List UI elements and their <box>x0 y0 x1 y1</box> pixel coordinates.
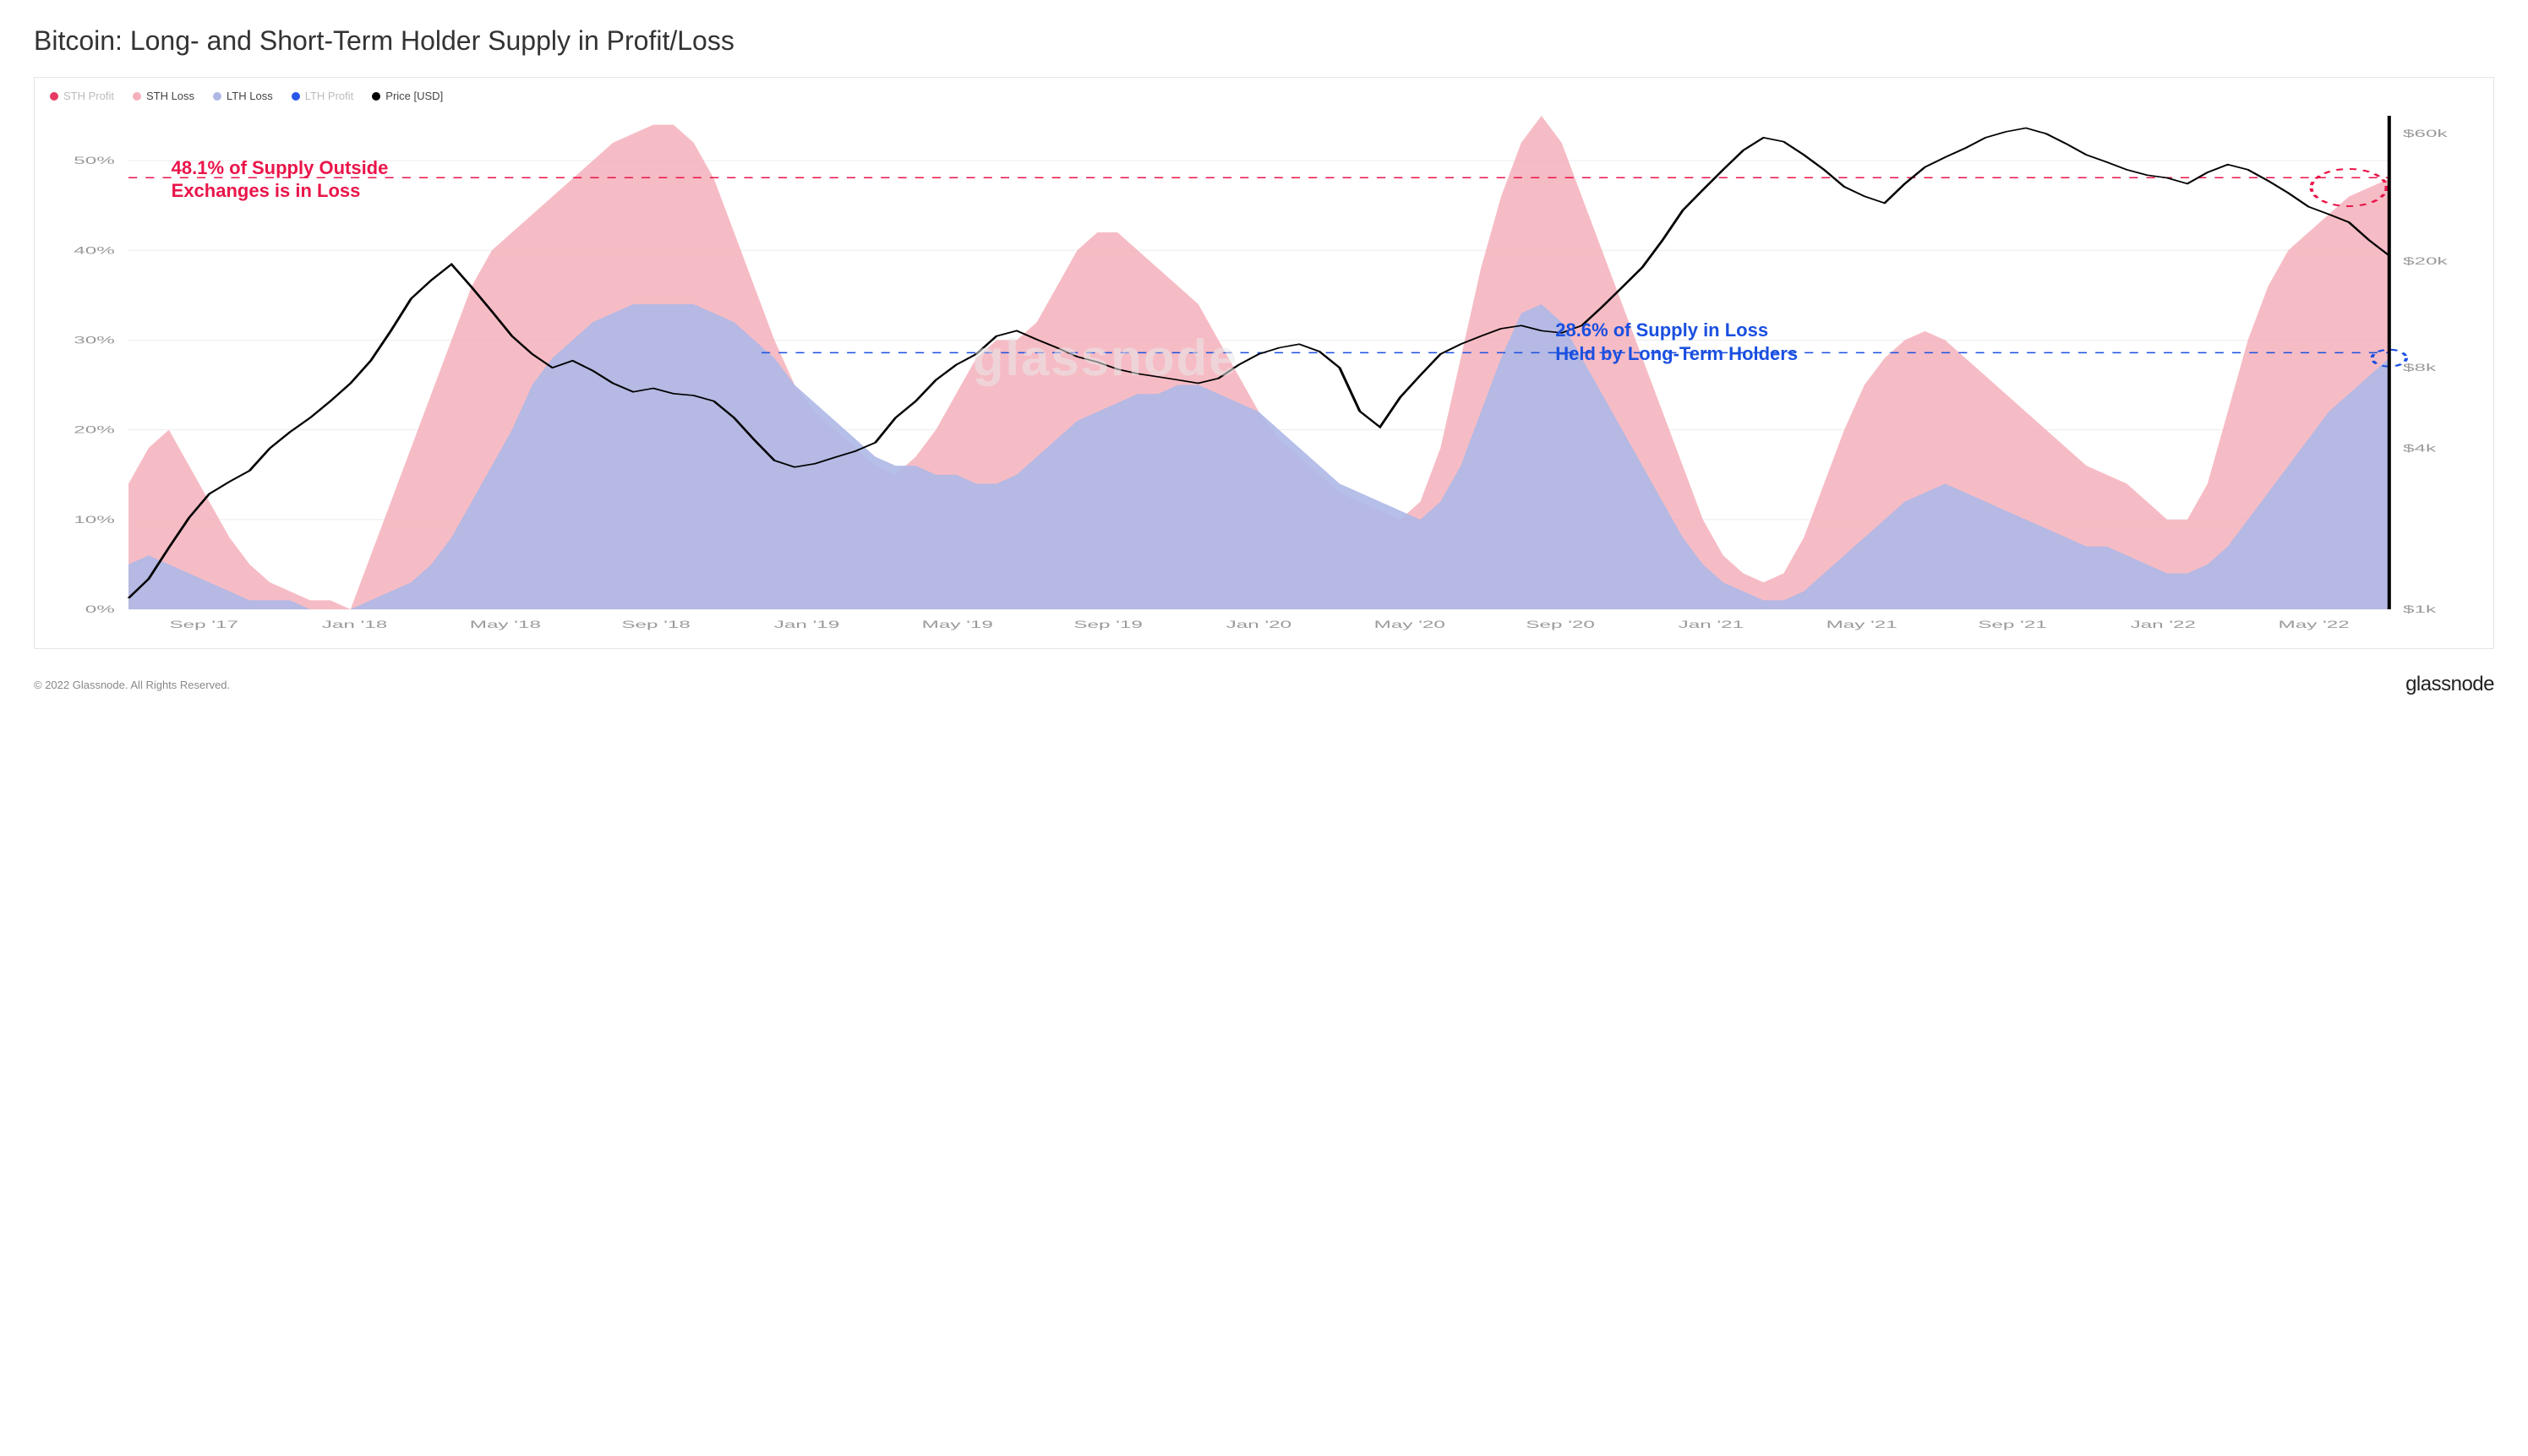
svg-text:Sep '18: Sep '18 <box>621 619 691 630</box>
legend-dot-icon <box>50 92 58 101</box>
svg-text:Sep '17: Sep '17 <box>169 619 238 630</box>
legend-item-lth-loss: LTH Loss <box>213 90 273 102</box>
legend-dot-icon <box>292 92 300 101</box>
svg-text:Jan '19: Jan '19 <box>774 619 839 630</box>
svg-text:Jan '20: Jan '20 <box>1226 619 1291 630</box>
plot-area: 0% 10% 20% 30% 40% 50% $1k $4k $8k $20k $60k Sep '1… <box>50 109 2478 633</box>
legend-label: LTH Profit <box>305 90 354 102</box>
svg-text:50%: 50% <box>74 155 115 166</box>
svg-text:Jan '22: Jan '22 <box>2131 619 2196 630</box>
svg-text:$1k: $1k <box>2403 604 2437 615</box>
svg-text:$8k: $8k <box>2403 363 2437 374</box>
copyright: © 2022 Glassnode. All Rights Reserved. <box>34 679 230 691</box>
legend-label: LTH Loss <box>227 90 273 102</box>
svg-text:Sep '21: Sep '21 <box>1978 619 2047 630</box>
legend-dot-icon <box>213 92 221 101</box>
legend-label: Price [USD] <box>385 90 443 102</box>
svg-text:Jan '18: Jan '18 <box>322 619 387 630</box>
svg-text:30%: 30% <box>74 335 115 346</box>
svg-text:$4k: $4k <box>2403 443 2437 454</box>
legend-dot-icon <box>133 92 141 101</box>
brand-logo: glassnode <box>2405 673 2494 696</box>
svg-text:10%: 10% <box>74 515 115 526</box>
svg-text:Sep '19: Sep '19 <box>1073 619 1143 630</box>
svg-text:Sep '20: Sep '20 <box>1526 619 1595 630</box>
svg-text:May '20: May '20 <box>1374 619 1445 630</box>
legend-label: STH Profit <box>63 90 114 102</box>
page-title: Bitcoin: Long- and Short-Term Holder Sup… <box>34 25 2494 57</box>
legend-item-lth-profit: LTH Profit <box>292 90 354 102</box>
legend-dot-icon <box>372 92 380 101</box>
svg-text:$60k: $60k <box>2403 128 2448 139</box>
svg-text:May '18: May '18 <box>470 619 541 630</box>
footer: © 2022 Glassnode. All Rights Reserved. g… <box>34 673 2494 696</box>
svg-text:20%: 20% <box>74 425 115 436</box>
legend-item-sth-profit: STH Profit <box>50 90 114 102</box>
chart-frame: STH Profit STH Loss LTH Loss LTH Profit … <box>34 77 2494 649</box>
svg-text:May '19: May '19 <box>922 619 993 630</box>
svg-text:May '21: May '21 <box>1826 619 1897 630</box>
svg-text:Jan '21: Jan '21 <box>1679 619 1744 630</box>
legend-label: STH Loss <box>146 90 194 102</box>
legend-item-price: Price [USD] <box>372 90 443 102</box>
svg-text:0%: 0% <box>85 604 115 615</box>
svg-text:$20k: $20k <box>2403 256 2448 267</box>
legend-item-sth-loss: STH Loss <box>133 90 194 102</box>
svg-text:May '22: May '22 <box>2279 619 2350 630</box>
legend: STH Profit STH Loss LTH Loss LTH Profit … <box>50 90 2478 102</box>
svg-text:40%: 40% <box>74 245 115 256</box>
